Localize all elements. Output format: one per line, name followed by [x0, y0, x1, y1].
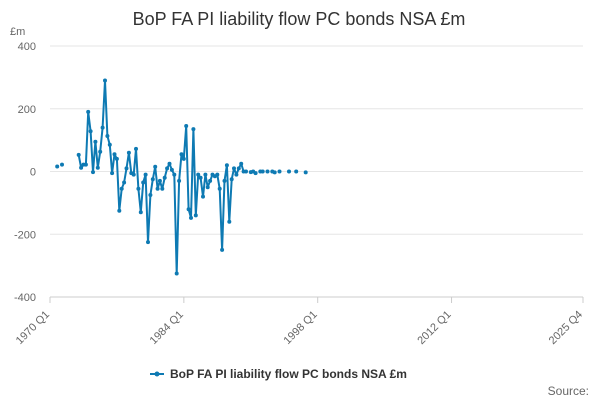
legend-marker-icon: [154, 371, 160, 377]
data-point: [167, 161, 172, 166]
data-point: [91, 170, 95, 175]
data-point: [277, 169, 282, 174]
data-point: [208, 178, 213, 183]
data-point: [191, 127, 196, 132]
data-point: [153, 164, 158, 169]
data-point: [160, 186, 165, 191]
y-tick-label: -400: [14, 292, 36, 304]
data-point: [134, 146, 138, 151]
data-point: [110, 171, 115, 176]
data-point: [117, 208, 122, 213]
data-point: [107, 142, 112, 147]
data-point: [244, 169, 248, 174]
data-point: [227, 219, 232, 224]
x-tick-label: 1984 Q1: [148, 309, 186, 347]
data-point: [88, 129, 93, 134]
data-point: [100, 125, 105, 130]
data-point: [122, 180, 127, 185]
data-point: [234, 172, 239, 177]
x-tick-label: 2025 Q4: [547, 309, 585, 347]
data-point: [95, 165, 100, 170]
data-point: [203, 172, 208, 177]
data-point: [215, 172, 220, 177]
data-point: [260, 169, 265, 174]
x-tick-label: 2012 Q1: [415, 309, 453, 347]
data-point: [236, 166, 241, 171]
data-point: [239, 161, 244, 166]
plot-area: [55, 78, 308, 276]
gridlines: [50, 45, 583, 298]
data-point: [141, 180, 146, 185]
data-point: [93, 139, 98, 144]
data-point: [287, 169, 291, 174]
y-tick-label: -200: [14, 229, 36, 241]
data-point: [55, 164, 60, 169]
data-point: [303, 170, 308, 175]
data-point: [119, 186, 124, 191]
data-point: [184, 124, 189, 128]
data-point: [112, 152, 117, 157]
y-axis: 400 200 0 -200 -400: [14, 41, 36, 304]
data-point: [103, 78, 107, 83]
data-point: [179, 152, 184, 157]
data-point: [105, 134, 110, 138]
data-point: [217, 186, 222, 191]
data-point: [198, 175, 203, 180]
legend-label: BoP FA PI liability flow PC bonds NSA £m: [170, 367, 407, 381]
data-point: [205, 185, 210, 190]
data-point: [201, 194, 205, 199]
data-point: [222, 178, 227, 183]
data-point: [229, 177, 234, 182]
x-tick-label: 1970 Q1: [14, 309, 52, 347]
x-axis: 1970 Q1 1984 Q1 1998 Q1 2012 Q1 2025 Q4: [14, 296, 585, 347]
chart-title: BoP FA PI liability flow PC bonds NSA £m: [133, 9, 466, 29]
data-point: [162, 175, 167, 180]
data-point: [86, 109, 91, 114]
source-label: Source:: [548, 384, 589, 398]
data-point: [76, 152, 81, 157]
data-point: [272, 170, 277, 175]
data-point: [232, 166, 236, 171]
data-point: [114, 156, 119, 161]
data-point: [181, 156, 186, 161]
data-point: [294, 169, 299, 174]
data-point: [136, 186, 141, 191]
data-point: [148, 193, 153, 197]
data-point: [189, 215, 193, 220]
legend[interactable]: BoP FA PI liability flow PC bonds NSA £m: [150, 367, 407, 381]
y-tick-label: 0: [30, 167, 36, 179]
series-line: [77, 79, 246, 275]
data-point: [138, 210, 143, 215]
data-point: [220, 247, 225, 252]
data-point: [165, 166, 170, 171]
data-point: [79, 165, 84, 170]
data-point: [196, 172, 201, 177]
y-tick-label: 200: [18, 104, 36, 116]
data-point: [253, 171, 258, 176]
x-tick-label: 1998 Q1: [281, 309, 319, 347]
data-point: [224, 163, 229, 168]
data-point: [177, 178, 182, 183]
data-point: [60, 162, 64, 167]
data-point: [146, 240, 150, 245]
data-point: [186, 207, 191, 212]
data-point: [155, 186, 160, 191]
y-axis-unit-label: £m: [10, 26, 25, 38]
data-point: [83, 162, 88, 167]
data-point: [193, 213, 198, 218]
data-point: [174, 271, 179, 276]
data-point: [157, 178, 162, 183]
y-tick-label: 400: [18, 41, 36, 53]
data-point: [131, 172, 136, 177]
data-point: [143, 172, 148, 177]
data-point: [172, 172, 177, 177]
data-point: [124, 166, 129, 171]
data-point: [98, 149, 103, 154]
data-point: [126, 150, 131, 155]
data-point: [150, 177, 155, 182]
data-point: [265, 169, 270, 174]
data-point: [169, 167, 174, 172]
